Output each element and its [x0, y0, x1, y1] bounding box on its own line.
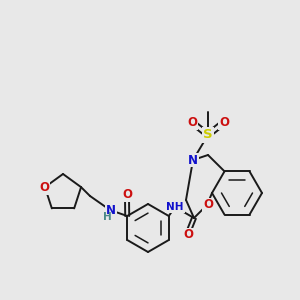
Text: N: N — [188, 154, 198, 166]
Text: S: S — [203, 128, 213, 142]
Text: O: O — [219, 116, 229, 130]
Text: H: H — [103, 212, 111, 222]
Text: O: O — [187, 116, 197, 130]
Text: O: O — [39, 181, 49, 194]
Text: NH: NH — [166, 202, 184, 212]
Text: O: O — [203, 199, 213, 212]
Text: N: N — [106, 203, 116, 217]
Text: O: O — [122, 188, 132, 202]
Text: O: O — [183, 229, 193, 242]
